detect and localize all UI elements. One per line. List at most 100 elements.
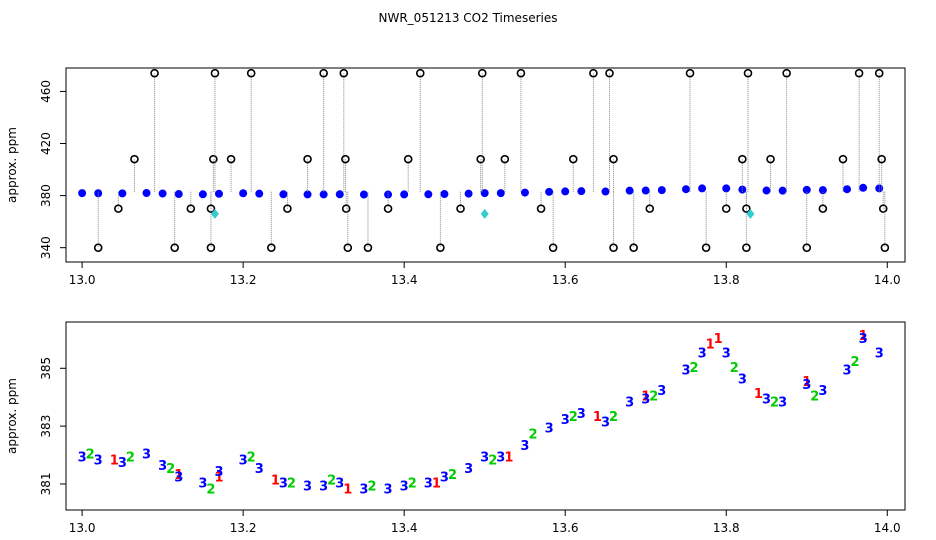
point (283, 204, 292, 213)
point (742, 204, 751, 213)
point (496, 189, 505, 198)
point-marker: 3 (738, 372, 747, 387)
point (609, 243, 618, 252)
point (341, 204, 351, 213)
point (383, 204, 393, 213)
point (762, 186, 771, 195)
point-marker: 2 (488, 453, 497, 468)
point (456, 204, 465, 213)
point (601, 187, 610, 196)
y-tick-label: 380 (39, 184, 53, 207)
point-marker: 1 (706, 338, 715, 353)
point (818, 204, 828, 213)
point (118, 189, 127, 198)
point-marker: 2 (327, 474, 336, 489)
plot-frame (65, 321, 906, 511)
point (341, 154, 350, 164)
x-tick-label: 13.8 (713, 273, 740, 287)
point (641, 186, 650, 195)
point (363, 243, 373, 252)
point (802, 243, 812, 252)
point-marker: 3 (601, 416, 610, 431)
point (681, 185, 690, 194)
y-axis-label: approx. ppm (5, 378, 19, 454)
point (440, 190, 449, 199)
point (142, 188, 151, 197)
point-marker: 2 (408, 476, 417, 491)
point (303, 190, 312, 199)
point (255, 189, 264, 198)
point (516, 68, 526, 78)
point-marker: 1 (174, 468, 183, 483)
point (520, 188, 529, 197)
point-marker: 2 (247, 450, 256, 465)
point (130, 154, 139, 164)
point (874, 68, 884, 78)
point-marker: 2 (448, 468, 457, 483)
point-marker: 3 (303, 479, 312, 494)
x-tick-label: 13.6 (552, 273, 579, 287)
point-marker: 2 (528, 427, 537, 442)
point-marker: 3 (625, 395, 634, 410)
point-marker: 2 (649, 390, 658, 405)
point-marker: 3 (843, 364, 852, 379)
point-marker: 2 (609, 410, 618, 425)
point-marker: 3 (802, 378, 811, 393)
x-tick-label: 14.0 (874, 521, 901, 535)
point (577, 187, 586, 196)
point-marker: 2 (569, 410, 578, 425)
x-tick-label: 13.8 (713, 521, 740, 535)
point (568, 154, 578, 164)
point-marker: 2 (730, 361, 739, 376)
y-tick-label: 460 (39, 80, 53, 103)
point (343, 243, 353, 252)
point (400, 190, 409, 199)
point (246, 68, 256, 78)
point-marker: 3 (698, 346, 707, 361)
point (319, 68, 328, 78)
point-marker: 3 (818, 384, 827, 399)
point-marker: 3 (778, 395, 787, 410)
point-marker: 1 (271, 474, 280, 489)
point (721, 204, 731, 213)
point-marker: 3 (545, 422, 554, 437)
point (198, 190, 207, 199)
point (339, 68, 349, 78)
y-tick-label: 340 (39, 236, 53, 259)
point (424, 190, 433, 199)
point-marker: 2 (367, 479, 376, 494)
point (464, 189, 473, 198)
x-tick-label: 13.0 (69, 273, 96, 287)
point (561, 187, 570, 196)
point-marker: 1 (754, 387, 763, 402)
point-marker: 3 (681, 364, 690, 379)
point-marker: 1 (214, 471, 223, 486)
point (210, 208, 219, 219)
plot-frame (65, 67, 906, 263)
point (802, 185, 811, 194)
point (657, 186, 666, 195)
point (476, 154, 485, 164)
x-tick-label: 13.6 (552, 521, 579, 535)
point-marker: 3 (142, 448, 151, 463)
point (477, 68, 487, 78)
point (114, 204, 123, 213)
point-marker: 2 (851, 355, 860, 370)
point-marker: 3 (239, 453, 248, 468)
point (625, 186, 634, 195)
point-marker: 1 (593, 410, 602, 425)
point (880, 243, 890, 252)
point (480, 208, 489, 219)
point-marker: 3 (279, 476, 288, 491)
point (859, 183, 868, 192)
point (877, 154, 886, 164)
point-marker: 2 (287, 476, 296, 491)
point (150, 68, 159, 78)
point-marker: 3 (158, 459, 167, 474)
point (746, 208, 755, 219)
y-tick-label: 383 (39, 415, 53, 438)
point-marker: 2 (206, 482, 215, 497)
point-marker: 3 (577, 407, 586, 422)
point (78, 189, 87, 198)
